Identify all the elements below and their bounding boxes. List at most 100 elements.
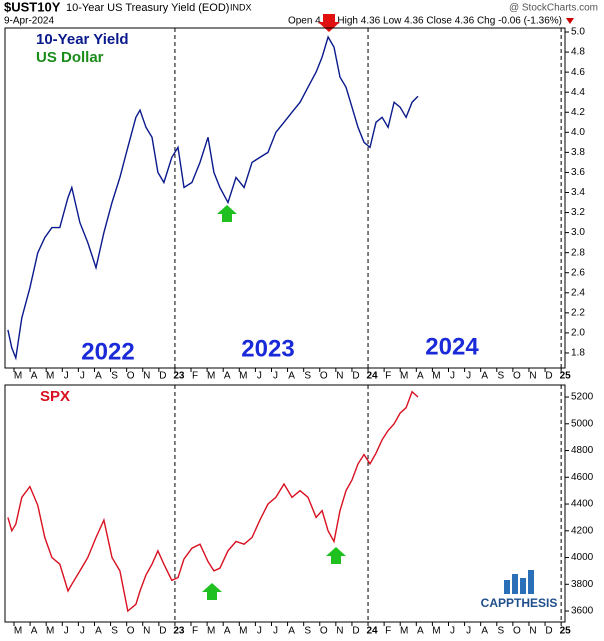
y-tick-label: 2.4 bbox=[571, 287, 585, 298]
exchange: INDX bbox=[230, 2, 252, 12]
x-tick-label: 23 bbox=[173, 626, 185, 637]
x-tick-label: A bbox=[481, 371, 488, 382]
x-tick-label: M bbox=[239, 371, 247, 382]
green-arrow bbox=[217, 205, 237, 222]
x-tick-label: S bbox=[304, 626, 311, 637]
plot-frame bbox=[4, 27, 566, 369]
x-tick-label: N bbox=[143, 626, 150, 637]
y-tick-label: 3.4 bbox=[571, 187, 585, 198]
x-tick-label: D bbox=[545, 626, 552, 637]
x-tick-label: S bbox=[497, 626, 504, 637]
x-tick-label: S bbox=[497, 371, 504, 382]
x-tick-label: M bbox=[46, 626, 54, 637]
x-tick-label: A bbox=[288, 371, 295, 382]
x-tick-label: A bbox=[31, 626, 38, 637]
y-tick-label: 2.6 bbox=[571, 267, 585, 278]
x-tick-label: M bbox=[400, 626, 408, 637]
x-tick-label: M bbox=[14, 626, 22, 637]
plot-frame bbox=[4, 384, 566, 623]
x-tick-label: O bbox=[127, 626, 135, 637]
y-tick-label: 4000 bbox=[571, 552, 594, 563]
y-tick-label: 5000 bbox=[571, 418, 594, 429]
x-tick-label: F bbox=[385, 371, 391, 382]
y-tick-label: 4.6 bbox=[571, 67, 585, 78]
date: 9-Apr-2024 bbox=[4, 16, 54, 27]
x-tick-label: N bbox=[143, 371, 150, 382]
x-tick-label: O bbox=[320, 371, 328, 382]
x-tick-label: F bbox=[385, 626, 391, 637]
y-tick-label: 4800 bbox=[571, 445, 594, 456]
series-name: 10-Year US Treasury Yield (EOD) bbox=[66, 2, 229, 14]
y-tick-label: 4.0 bbox=[571, 127, 585, 138]
x-tick-label: A bbox=[417, 626, 424, 637]
x-tick-label: D bbox=[159, 371, 166, 382]
x-tick-label: J bbox=[80, 371, 85, 382]
x-tick-label: J bbox=[273, 626, 278, 637]
x-tick-label: A bbox=[95, 626, 102, 637]
symbol: $UST10Y bbox=[4, 0, 61, 14]
y-tick-label: 2.8 bbox=[571, 247, 585, 258]
x-tick-label: S bbox=[111, 371, 118, 382]
source: @ StockCharts.com bbox=[509, 3, 598, 14]
y-tick-label: 3.2 bbox=[571, 207, 585, 218]
green-arrow bbox=[202, 583, 222, 600]
y-tick-label: 4.4 bbox=[571, 87, 585, 98]
series-line bbox=[7, 35, 419, 361]
y-tick-label: 3.6 bbox=[571, 167, 585, 178]
x-tick-label: J bbox=[466, 626, 471, 637]
x-tick-label: M bbox=[207, 371, 215, 382]
x-tick-label: M bbox=[207, 626, 215, 637]
x-tick-label: F bbox=[192, 371, 198, 382]
x-tick-label: 23 bbox=[173, 371, 185, 382]
x-tick-label: N bbox=[336, 371, 343, 382]
y-tick-label: 2.2 bbox=[571, 307, 585, 318]
x-tick-label: O bbox=[513, 626, 521, 637]
red-arrow bbox=[318, 14, 340, 32]
x-tick-label: M bbox=[432, 626, 440, 637]
down-icon bbox=[566, 18, 574, 24]
x-tick-label: 24 bbox=[366, 371, 378, 382]
y-tick-label: 3.0 bbox=[571, 227, 585, 238]
y-tick-label: 4.2 bbox=[571, 107, 585, 118]
x-tick-label: A bbox=[224, 371, 231, 382]
legend-label: SPX bbox=[40, 388, 70, 405]
annotation: 2024 bbox=[425, 333, 479, 360]
x-tick-label: A bbox=[31, 371, 38, 382]
x-tick-label: A bbox=[417, 371, 424, 382]
x-tick-label: M bbox=[400, 371, 408, 382]
y-tick-label: 5200 bbox=[571, 392, 594, 403]
y-tick-label: 4200 bbox=[571, 525, 594, 536]
x-tick-label: 25 bbox=[560, 371, 572, 382]
x-tick-label: M bbox=[46, 371, 54, 382]
x-tick-label: J bbox=[64, 626, 69, 637]
y-tick-label: 3.8 bbox=[571, 147, 585, 158]
x-tick-label: J bbox=[450, 371, 455, 382]
x-tick-label: A bbox=[288, 626, 295, 637]
x-tick-label: J bbox=[257, 371, 262, 382]
x-tick-label: M bbox=[239, 626, 247, 637]
x-tick-label: D bbox=[352, 371, 359, 382]
series-line bbox=[7, 390, 419, 613]
annotation: US Dollar bbox=[36, 49, 104, 66]
logo: CAPPTHESIS bbox=[481, 596, 558, 610]
quote: Open 4.36 High 4.36 Low 4.36 Close 4.36 … bbox=[288, 16, 562, 27]
x-tick-label: O bbox=[320, 626, 328, 637]
y-tick-label: 4600 bbox=[571, 472, 594, 483]
x-tick-label: D bbox=[352, 626, 359, 637]
y-tick-label: 1.8 bbox=[571, 348, 585, 359]
x-tick-label: N bbox=[529, 371, 536, 382]
x-tick-label: J bbox=[257, 626, 262, 637]
x-tick-label: J bbox=[80, 626, 85, 637]
legend-label: 10-Year Yield bbox=[36, 31, 129, 48]
y-tick-label: 2.0 bbox=[571, 328, 585, 339]
x-tick-label: N bbox=[529, 626, 536, 637]
x-tick-label: O bbox=[127, 371, 135, 382]
x-tick-label: A bbox=[481, 626, 488, 637]
x-tick-label: M bbox=[14, 371, 22, 382]
x-tick-label: J bbox=[466, 371, 471, 382]
x-tick-label: S bbox=[304, 371, 311, 382]
logo-icon bbox=[504, 570, 534, 594]
y-tick-label: 3600 bbox=[571, 606, 594, 617]
x-tick-label: F bbox=[192, 626, 198, 637]
